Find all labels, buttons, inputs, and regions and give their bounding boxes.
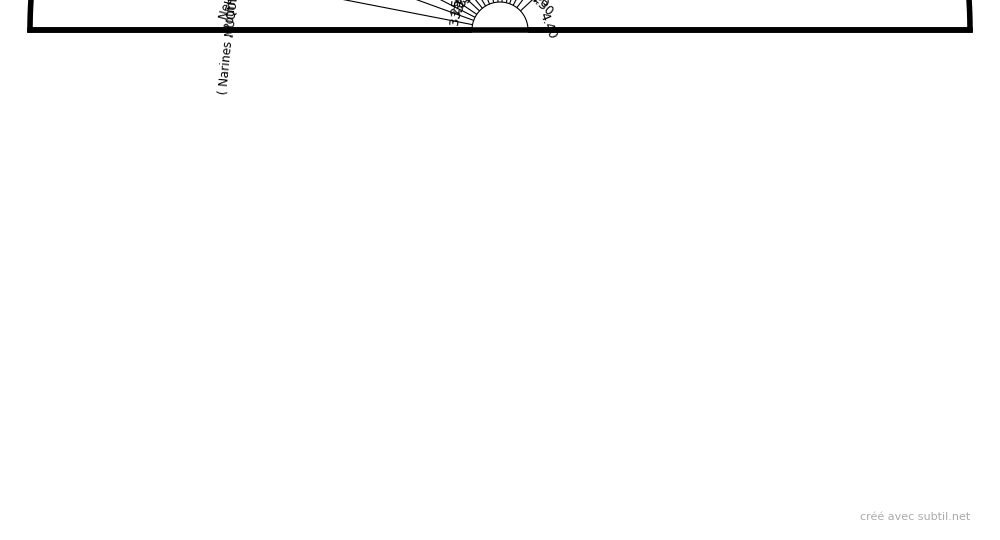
Text: 3.30: 3.30 [449, 0, 469, 19]
Text: 4.40: 4.40 [537, 11, 559, 42]
Text: 4.15: 4.15 [516, 0, 547, 5]
Text: Neutralisation Antenne: Neutralisation Antenne [218, 0, 267, 21]
Text: créé avec subtil.net: créé avec subtil.net [860, 512, 970, 522]
Text: 4.30: 4.30 [526, 0, 556, 19]
Text: 3.60: 3.60 [464, 0, 493, 1]
Text: 4.20: 4.20 [521, 0, 552, 11]
Text: 3.25: 3.25 [448, 0, 463, 26]
Text: 3.50: 3.50 [459, 0, 486, 5]
Text: MUQUEUSES: MUQUEUSES [223, 0, 243, 36]
Text: 3.35: 3.35 [455, 0, 480, 10]
Text: 3.33: 3.33 [452, 0, 475, 14]
Text: ( Narines , Poumons , Vagin ): ( Narines , Poumons , Vagin ) [217, 0, 246, 96]
